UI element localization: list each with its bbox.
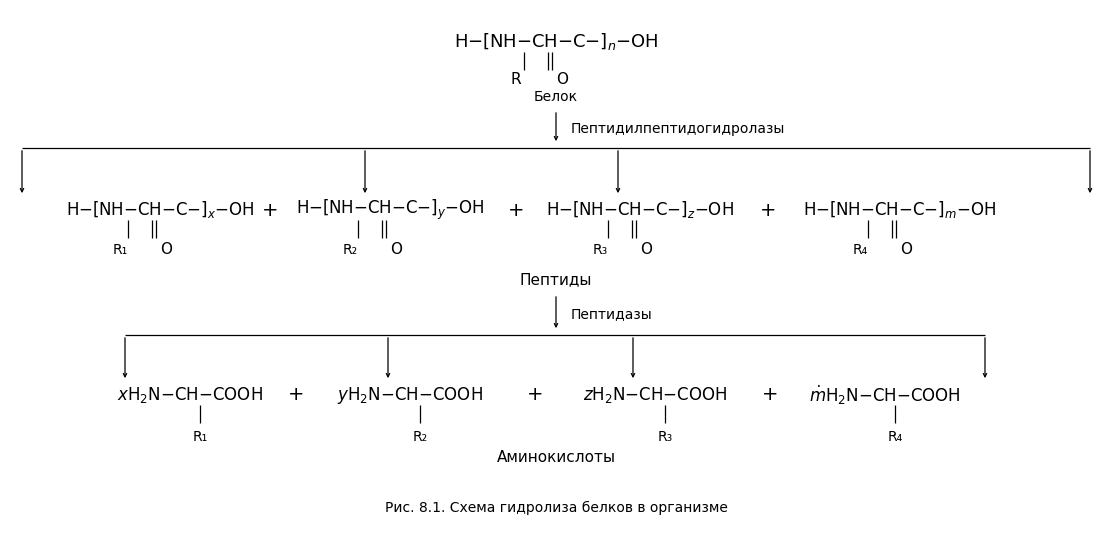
Text: $y$H$_2$N$-$CH$-$COOH: $y$H$_2$N$-$CH$-$COOH	[337, 385, 483, 406]
Text: +: +	[760, 201, 776, 219]
Text: R₁: R₁	[112, 243, 128, 257]
Text: +: +	[262, 201, 278, 219]
Text: Пептидазы: Пептидазы	[571, 308, 652, 322]
Text: +: +	[761, 386, 778, 404]
Text: $\dot{m}$H$_2$N$-$CH$-$COOH: $\dot{m}$H$_2$N$-$CH$-$COOH	[809, 384, 961, 407]
Text: Аминокислоты: Аминокислоты	[496, 450, 615, 465]
Text: H$-$[NH$-$CH$-$C$-$]$_x$$-$OH: H$-$[NH$-$CH$-$C$-$]$_x$$-$OH	[66, 200, 254, 220]
Text: R₄: R₄	[887, 430, 903, 444]
Text: H$-$[NH$-$CH$-$C$-$]$_z$$-$OH: H$-$[NH$-$CH$-$C$-$]$_z$$-$OH	[546, 200, 733, 220]
Text: O: O	[640, 242, 652, 257]
Text: O: O	[160, 242, 173, 257]
Text: O: O	[390, 242, 402, 257]
Text: +: +	[508, 201, 524, 219]
Text: R₃: R₃	[592, 243, 608, 257]
Text: R₁: R₁	[193, 430, 208, 444]
Text: Рис. 8.1. Схема гидролиза белков в организме: Рис. 8.1. Схема гидролиза белков в орган…	[385, 501, 728, 515]
Text: R₂: R₂	[413, 430, 427, 444]
Text: R₄: R₄	[853, 243, 868, 257]
Text: +: +	[526, 386, 543, 404]
Text: R: R	[511, 73, 521, 88]
Text: H$-$[NH$-$CH$-$C$-$]$_y$$-$OH: H$-$[NH$-$CH$-$C$-$]$_y$$-$OH	[296, 198, 484, 222]
Text: Пептидилпептидогидролазы: Пептидилпептидогидролазы	[571, 122, 786, 136]
Text: O: O	[900, 242, 912, 257]
Text: Пептиды: Пептиды	[520, 272, 592, 287]
Text: +: +	[288, 386, 304, 404]
Text: H$-$[NH$-$CH$-$C$-$]$_m$$-$OH: H$-$[NH$-$CH$-$C$-$]$_m$$-$OH	[804, 200, 996, 220]
Text: R₃: R₃	[658, 430, 672, 444]
Text: Белок: Белок	[534, 90, 578, 104]
Text: $z$H$_2$N$-$CH$-$COOH: $z$H$_2$N$-$CH$-$COOH	[583, 385, 727, 405]
Text: H$-$[NH$-$CH$-$C$-$]$_n$$-$OH: H$-$[NH$-$CH$-$C$-$]$_n$$-$OH	[454, 32, 658, 52]
Text: O: O	[556, 73, 568, 88]
Text: R₂: R₂	[343, 243, 357, 257]
Text: $x$H$_2$N$-$CH$-$COOH: $x$H$_2$N$-$CH$-$COOH	[117, 385, 263, 405]
